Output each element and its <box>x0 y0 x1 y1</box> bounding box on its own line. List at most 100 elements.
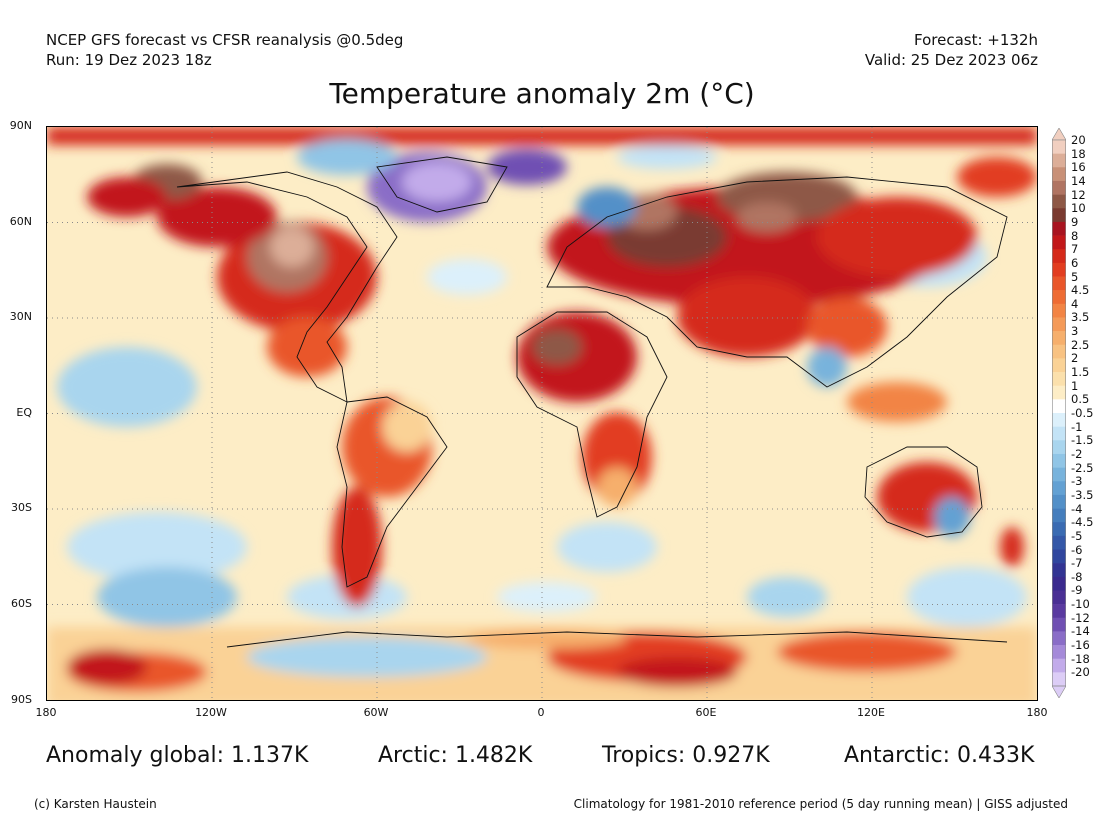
colorbar-label: -6 <box>1071 542 1083 557</box>
colorbar-label: -1 <box>1071 419 1083 434</box>
colorbar-swatch <box>1052 235 1066 250</box>
lat-label-90s: 90S <box>11 693 32 706</box>
colorbar-swatch <box>1052 658 1066 673</box>
map-title: Temperature anomaly 2m (°C) <box>329 77 755 110</box>
colorbar-label: 6 <box>1071 255 1079 270</box>
colorbar-swatch <box>1052 385 1066 400</box>
colorbar-swatch <box>1052 331 1066 346</box>
colorbar-label: -5 <box>1071 528 1083 543</box>
colorbar-label: -1.5 <box>1071 433 1094 448</box>
lat-label-eq: EQ <box>16 406 32 419</box>
colorbar-label: 4.5 <box>1071 283 1090 298</box>
coastlines <box>176 156 1008 648</box>
colorbar-swatch <box>1052 453 1066 468</box>
colorbar-swatch <box>1052 535 1066 550</box>
colorbar-label: -4.5 <box>1071 515 1094 530</box>
colorbar-label: -9 <box>1071 583 1083 598</box>
colorbar-label: -3.5 <box>1071 487 1094 502</box>
colorbar-label: -18 <box>1071 651 1090 666</box>
colorbar-label: 16 <box>1071 160 1086 175</box>
colorbar-swatch <box>1052 467 1066 482</box>
model-description: NCEP GFS forecast vs CFSR reanalysis @0.… <box>46 31 404 49</box>
colorbar-swatch <box>1052 672 1066 687</box>
colorbar-swatch <box>1052 508 1066 523</box>
colorbar-label: -16 <box>1071 638 1090 653</box>
colorbar-frame <box>1052 139 1066 687</box>
colorbar-label: 2 <box>1071 351 1079 366</box>
lon-label-0: 0 <box>537 706 545 719</box>
colorbar-label: -7 <box>1071 556 1083 571</box>
colorbar-swatch <box>1052 617 1066 632</box>
colorbar-label: 20 <box>1071 133 1086 147</box>
colorbar-label: 9 <box>1071 214 1079 229</box>
lat-label-90n: 90N <box>9 119 32 132</box>
colorbar-label: 18 <box>1071 146 1086 161</box>
colorbar-label: -4 <box>1071 501 1083 516</box>
colorbar-swatch <box>1052 590 1066 605</box>
colorbar-swatch <box>1052 426 1066 441</box>
colorbar-swatch <box>1052 167 1066 182</box>
colorbar-label: -0.5 <box>1071 406 1094 420</box>
colorbar-label: -8 <box>1071 569 1083 584</box>
lon-label-60e: 60E <box>695 706 717 719</box>
colorbar-label: 7 <box>1071 242 1079 257</box>
model-info: NCEP GFS forecast vs CFSR reanalysis @0.… <box>46 30 403 70</box>
graticule <box>47 127 1037 700</box>
lon-label-120e: 120E <box>857 706 885 719</box>
colorbar-swatch <box>1052 549 1066 564</box>
colorbar <box>1052 128 1066 698</box>
stat-global: Anomaly global: 1.137K <box>46 743 309 768</box>
colorbar-swatch <box>1052 358 1066 373</box>
lon-label-180w: 180 <box>35 706 57 719</box>
colorbar-label: 14 <box>1071 173 1086 188</box>
colorbar-swatch <box>1052 494 1066 509</box>
colorbar-label: 12 <box>1071 187 1086 202</box>
colorbar-swatch <box>1052 317 1066 332</box>
colorbar-swatch <box>1052 576 1066 591</box>
colorbar-swatch <box>1052 194 1066 209</box>
colorbar-swatch <box>1052 249 1066 264</box>
colorbar-swatch <box>1052 276 1066 291</box>
colorbar-label: -2.5 <box>1071 460 1094 475</box>
colorbar-label: 3.5 <box>1071 310 1090 325</box>
map-canvas <box>47 127 1037 700</box>
climatology-note: Climatology for 1981-2010 reference peri… <box>573 797 1068 811</box>
colorbar-swatch <box>1052 563 1066 578</box>
colorbar-label: 0.5 <box>1071 392 1090 407</box>
colorbar-swatch <box>1052 290 1066 305</box>
colorbar-label: -3 <box>1071 474 1083 489</box>
colorbar-swatch <box>1052 645 1066 659</box>
lon-label-180e: 180 <box>1026 706 1048 719</box>
colorbar-swatch <box>1052 303 1066 318</box>
colorbar-swatch <box>1052 208 1066 223</box>
lat-label-30s: 30S <box>11 501 32 514</box>
colorbar-label: 5 <box>1071 269 1079 284</box>
colorbar-label: 1.5 <box>1071 365 1090 380</box>
colorbar-swatch <box>1052 372 1066 386</box>
colorbar-swatch <box>1052 413 1066 427</box>
colorbar-label: -14 <box>1071 624 1090 639</box>
anomaly-map <box>46 126 1038 701</box>
colorbar-label: -12 <box>1071 610 1090 625</box>
stat-tropics: Tropics: 0.927K <box>602 743 770 768</box>
colorbar-swatch <box>1052 604 1066 619</box>
anomaly-field <box>47 127 1037 700</box>
colorbar-label: 8 <box>1071 228 1079 243</box>
colorbar-swatch <box>1052 631 1066 646</box>
valid-time: Valid: 25 Dez 2023 06z <box>864 51 1038 69</box>
colorbar-swatch <box>1052 262 1066 277</box>
stat-arctic: Arctic: 1.482K <box>378 743 533 768</box>
colorbar-label: 3 <box>1071 324 1079 339</box>
colorbar-label: 1 <box>1071 378 1079 393</box>
colorbar-swatch <box>1052 522 1066 537</box>
colorbar-swatch <box>1052 481 1066 496</box>
colorbar-swatch <box>1052 140 1066 154</box>
colorbar-swatch <box>1052 440 1066 455</box>
colorbar-swatch <box>1052 180 1066 195</box>
lat-label-60n: 60N <box>9 215 32 228</box>
lat-label-30n: 30N <box>9 310 32 323</box>
colorbar-label: -20 <box>1071 665 1090 680</box>
run-time: Run: 19 Dez 2023 18z <box>46 51 212 69</box>
lat-label-60s: 60S <box>11 597 32 610</box>
colorbar-swatch <box>1052 399 1066 414</box>
